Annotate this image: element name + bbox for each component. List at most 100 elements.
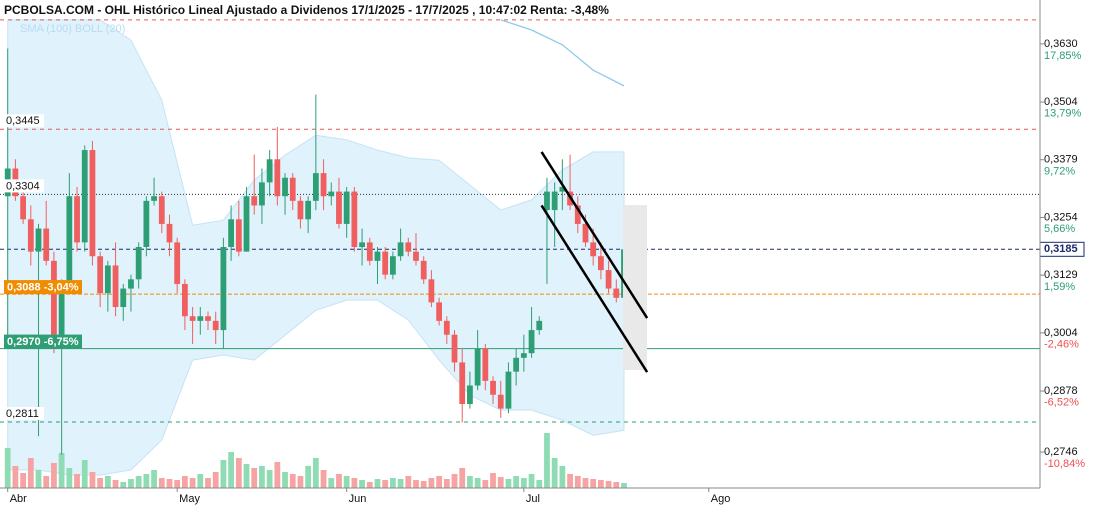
volume-bar [336, 474, 342, 488]
volume-bar [528, 474, 535, 488]
volume-bar [582, 478, 589, 488]
candle-body [328, 191, 335, 197]
y-tick-label: 0,2746 [1044, 446, 1078, 458]
candle-body [259, 182, 265, 206]
candle-body [151, 196, 157, 201]
candle-body [420, 260, 427, 280]
volume-bar [567, 474, 573, 488]
volume-bar [197, 474, 204, 488]
candle-body [320, 173, 327, 197]
volume-bar [235, 458, 242, 488]
y2-tick-label: -2,46% [1044, 339, 1079, 351]
volume-bar [4, 448, 11, 488]
volume-bar [474, 478, 481, 488]
candle-body [490, 380, 496, 395]
candle-body [212, 320, 219, 331]
candle-body [251, 196, 258, 206]
y-tick-label: 0,3004 [1044, 327, 1078, 339]
candle-body [590, 242, 597, 257]
candle-body [551, 191, 558, 211]
candle-body [112, 265, 119, 308]
line-label: 0,3088 -3,04% [7, 281, 79, 293]
candle-body [467, 385, 473, 404]
volume-bar [104, 476, 111, 488]
volume-bar [390, 478, 396, 488]
volume-bar [551, 458, 558, 488]
volume-bar [274, 462, 281, 488]
candle-body [390, 256, 396, 275]
candle-body [605, 270, 612, 289]
candle-body [613, 288, 620, 298]
volume-bar [343, 476, 350, 488]
line-label-bg [4, 179, 44, 193]
candle-body [235, 219, 242, 252]
volume-bar [112, 480, 119, 488]
candle-body [397, 242, 404, 257]
volume-bar [520, 478, 527, 488]
candle-body [143, 200, 150, 248]
volume-bar [312, 458, 319, 488]
candle-body [459, 362, 466, 404]
candle-body [58, 283, 65, 335]
volume-bar [590, 479, 597, 488]
candle-body [482, 348, 489, 381]
volume-bar [598, 480, 604, 488]
candle-body [81, 150, 88, 243]
x-tick-label: Abr [10, 493, 27, 505]
volume-bar [605, 481, 612, 488]
volume-bar [420, 481, 427, 488]
line-label-box [4, 334, 82, 349]
candle-body [366, 242, 373, 261]
candle-body [598, 256, 604, 271]
candle-body [574, 205, 581, 224]
candle-body [289, 177, 296, 201]
volume-bar [359, 480, 365, 488]
candle-body [220, 247, 227, 331]
volume-bar [243, 464, 250, 488]
volume-bar [559, 466, 566, 488]
candle-body [359, 242, 365, 248]
volume-bar [182, 476, 188, 488]
volume-bar [12, 466, 19, 488]
candle-body [97, 256, 104, 294]
candle-body [351, 191, 358, 248]
candle-body [135, 247, 142, 280]
candle-body [205, 316, 211, 321]
candle-body [51, 260, 57, 335]
volume-bar [366, 482, 373, 488]
candle-body [382, 251, 389, 275]
volume-bar [51, 463, 57, 488]
volume-bar [505, 479, 512, 488]
candle-body [505, 371, 512, 409]
y2-tick-label: 5,66% [1044, 223, 1075, 235]
candle-body [343, 191, 350, 224]
volume-bar [459, 468, 466, 488]
candle-body [336, 191, 342, 224]
y2-tick-label: 9,72% [1044, 165, 1075, 177]
candle-body [104, 265, 111, 294]
volume-bar [74, 474, 80, 488]
trend-line [540, 204, 649, 373]
line-label: 0,3445 [6, 115, 40, 127]
candle-body [228, 219, 234, 248]
volume-bar [443, 479, 450, 488]
candle-body [428, 279, 435, 303]
candle-body [20, 196, 26, 220]
candle-body [89, 150, 96, 257]
candle-body [582, 223, 589, 243]
candle-body [536, 320, 543, 331]
line-label: 0,2970 -6,75% [7, 336, 79, 348]
candle-body [158, 196, 165, 224]
x-tick-label: Jul [526, 493, 540, 505]
volume-bar [27, 458, 34, 488]
volume-bar [467, 476, 473, 488]
y2-tick-label: -6,52% [1044, 396, 1079, 408]
candle-body [282, 177, 288, 197]
volume-bar [374, 479, 381, 488]
trend-line [540, 151, 649, 319]
candle-body [559, 186, 566, 192]
volume-bar [513, 476, 520, 488]
volume-bar [259, 466, 265, 488]
candle-body [27, 219, 34, 252]
volume-bar [413, 480, 419, 488]
